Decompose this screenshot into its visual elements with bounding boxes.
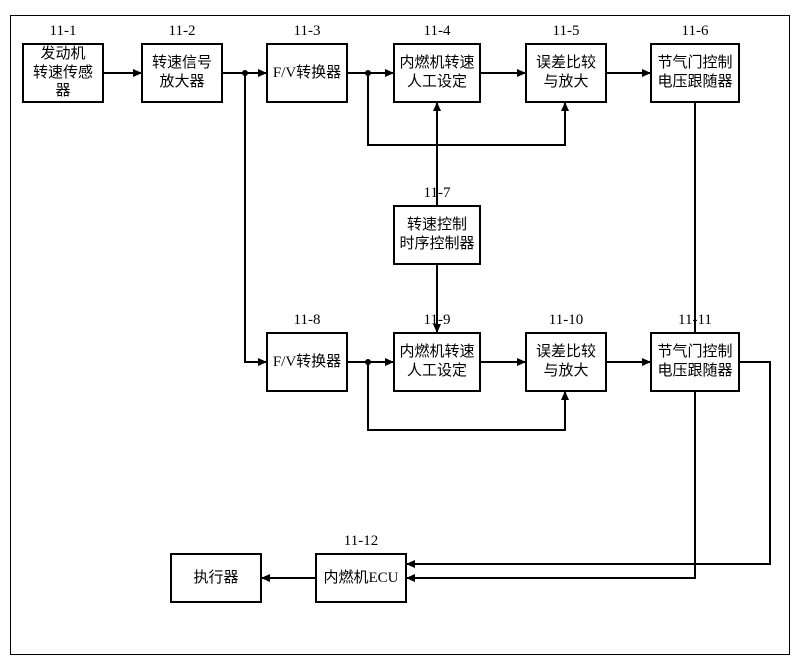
node-n7: 转速控制 时序控制器 (393, 205, 481, 265)
node-n12: 内燃机ECU (315, 553, 407, 603)
node-n5: 误差比较 与放大 (525, 43, 607, 103)
tag-n12: 11-12 (315, 533, 407, 550)
node-n13: 执行器 (170, 553, 262, 603)
tag-n11: 11-11 (650, 312, 740, 329)
node-n8: F/V转换器 (266, 332, 348, 392)
tag-n5: 11-5 (525, 23, 607, 40)
tag-n8: 11-8 (266, 312, 348, 329)
tag-n3: 11-3 (266, 23, 348, 40)
tag-n9: 11-9 (393, 312, 481, 329)
node-n1: 发动机 转速传感器 (22, 43, 104, 103)
tag-n4: 11-4 (393, 23, 481, 40)
tag-n6: 11-6 (650, 23, 740, 40)
tag-n7: 11-7 (393, 185, 481, 202)
node-n10: 误差比较 与放大 (525, 332, 607, 392)
node-n6: 节气门控制 电压跟随器 (650, 43, 740, 103)
tag-n1: 11-1 (22, 23, 104, 40)
node-n4: 内燃机转速 人工设定 (393, 43, 481, 103)
diagram-canvas: 发动机 转速传感器 11-1 转速信号 放大器 11-2 F/V转换器 11-3 内燃机转速… (0, 0, 800, 670)
node-n3: F/V转换器 (266, 43, 348, 103)
tag-n10: 11-10 (525, 312, 607, 329)
node-n9: 内燃机转速 人工设定 (393, 332, 481, 392)
node-n2: 转速信号 放大器 (141, 43, 223, 103)
tag-n2: 11-2 (141, 23, 223, 40)
node-n11: 节气门控制 电压跟随器 (650, 332, 740, 392)
